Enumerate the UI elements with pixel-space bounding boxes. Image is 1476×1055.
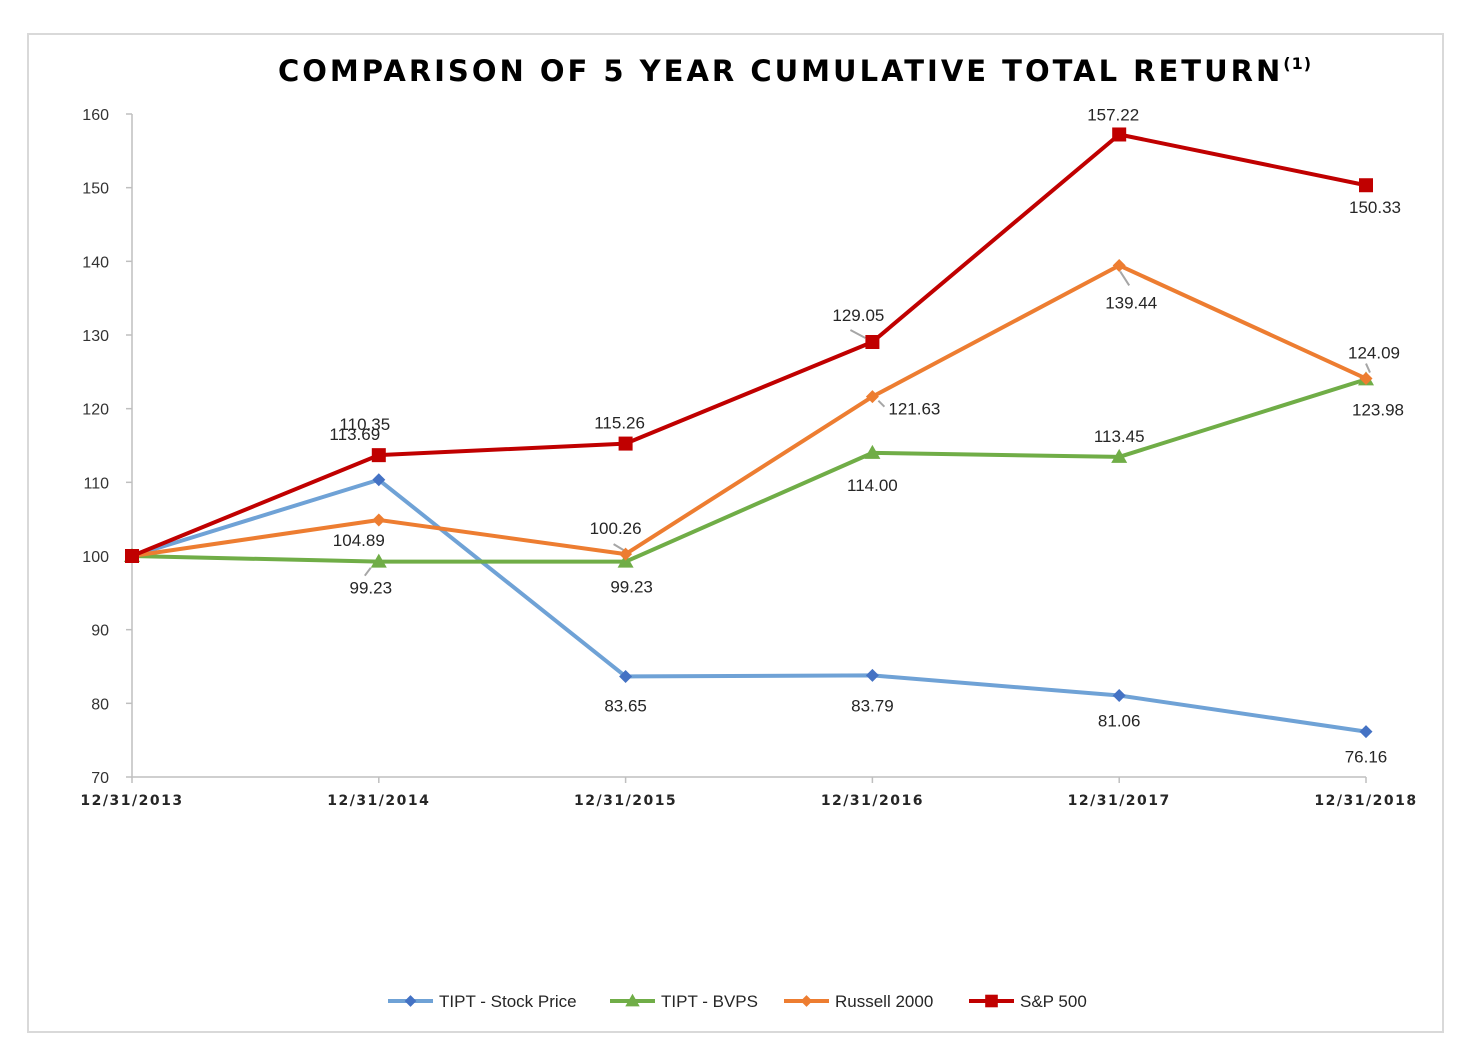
series-lines xyxy=(131,132,1367,734)
chart-title: COMPARISON OF 5 YEAR CUMULATIVE TOTAL RE… xyxy=(278,54,1312,88)
data-label-tipt-stock-price: 83.79 xyxy=(851,696,894,715)
data-point-russell-2000 xyxy=(1112,258,1126,272)
x-tick-label: 12/31/2017 xyxy=(1068,793,1171,809)
legend: TIPT - Stock Price TIPT - BVPS Russell 200… xyxy=(388,992,1087,1011)
data-label-s-p-500: 115.26 xyxy=(594,414,645,433)
data-point-tipt-bvps xyxy=(617,553,634,568)
series-line-russell-2000 xyxy=(131,263,1367,558)
legend-label: S&P 500 xyxy=(1020,992,1087,1011)
data-point-russell-2000 xyxy=(372,513,386,527)
x-tick-label: 12/31/2014 xyxy=(327,793,430,809)
data-point-tipt-stock-price xyxy=(1112,689,1126,703)
legend-item-tipt-stock-price: TIPT - Stock Price xyxy=(388,992,577,1011)
x-tick-label: 12/31/2015 xyxy=(574,793,677,809)
data-point-tipt-stock-price xyxy=(865,668,879,682)
y-tick-label: 80 xyxy=(91,696,109,713)
chart-frame xyxy=(27,33,1444,1033)
data-label-tipt-bvps: 99.23 xyxy=(350,579,393,598)
data-point-s-p-500 xyxy=(1359,178,1373,193)
data-point-s-p-500 xyxy=(618,436,633,451)
y-tick-label: 90 xyxy=(91,623,109,640)
data-point-russell-2000 xyxy=(619,547,633,561)
x-tick-label: 12/31/2016 xyxy=(821,793,924,809)
legend-label: TIPT - Stock Price xyxy=(439,992,577,1011)
data-point-tipt-stock-price xyxy=(372,473,386,487)
legend-label: TIPT - BVPS xyxy=(661,992,758,1011)
data-point-s-p-500 xyxy=(1112,127,1127,142)
data-point-russell-2000 xyxy=(865,390,879,404)
data-label-tipt-bvps: 113.45 xyxy=(1094,427,1145,446)
series-line-tipt-bvps xyxy=(131,377,1367,564)
label-leader-line xyxy=(363,567,372,577)
data-label-russell-2000: 100.26 xyxy=(590,519,642,538)
data-label-russell-2000: 124.09 xyxy=(1348,344,1400,363)
data-label-tipt-bvps: 114.00 xyxy=(847,476,898,495)
data-label-russell-2000: 139.44 xyxy=(1105,293,1157,312)
legend-item-s-p-500: S&P 500 xyxy=(969,992,1087,1011)
data-label-s-p-500: 157.22 xyxy=(1087,105,1139,124)
data-point-s-p-500 xyxy=(125,549,139,563)
data-point-s-p-500 xyxy=(371,448,386,463)
data-label-tipt-stock-price: 83.65 xyxy=(604,696,647,715)
data-point-tipt-bvps xyxy=(370,553,387,568)
data-label-tipt-stock-price: 110.35 xyxy=(339,415,390,434)
data-point-tipt-stock-price xyxy=(1359,725,1373,739)
legend-marker xyxy=(985,994,998,1008)
legend-item-tipt-bvps: TIPT - BVPS xyxy=(610,992,758,1011)
label-leader-line xyxy=(849,329,866,339)
chart-title-text: COMPARISON OF 5 YEAR CUMULATIVE TOTAL RE… xyxy=(278,54,1283,88)
data-labels: 110.35 83.65 83.79 81.06 76.16 99.23 99.23 114.… xyxy=(329,105,1404,766)
data-label-tipt-stock-price: 81.06 xyxy=(1098,712,1141,731)
data-label-s-p-500: 129.05 xyxy=(832,306,884,325)
y-tick-label: 110 xyxy=(83,475,109,492)
legend-marker xyxy=(800,995,813,1007)
legend-marker xyxy=(625,993,640,1007)
data-label-russell-2000: 104.89 xyxy=(333,531,385,550)
axes: 70 80 90 100 110 120 130 140 150 160 12/31/2013 12/… xyxy=(80,107,1417,809)
data-label-s-p-500: 150.33 xyxy=(1349,198,1401,217)
label-leader-line xyxy=(1365,363,1371,373)
series-markers xyxy=(124,127,1374,739)
x-tick-label: 12/31/2013 xyxy=(80,793,183,809)
data-point-tipt-bvps xyxy=(1111,448,1128,463)
y-tick-label: 140 xyxy=(82,254,109,271)
series-line-s-p-500 xyxy=(131,132,1367,558)
data-label-tipt-bvps: 123.98 xyxy=(1352,400,1404,419)
legend-marker xyxy=(404,995,417,1007)
data-point-tipt-bvps xyxy=(864,444,881,459)
label-leader-line xyxy=(1119,270,1131,286)
y-tick-label: 120 xyxy=(82,402,109,419)
label-leader-line xyxy=(877,399,886,408)
y-tick-label: 70 xyxy=(91,770,109,787)
data-label-tipt-bvps: 99.23 xyxy=(610,578,653,597)
data-label-tipt-stock-price: 76.16 xyxy=(1345,748,1388,767)
x-tick-label: 12/31/2018 xyxy=(1314,793,1417,809)
chart-title-superscript: (1) xyxy=(1283,54,1312,73)
y-tick-label: 130 xyxy=(82,328,109,345)
data-label-russell-2000: 121.63 xyxy=(888,400,940,419)
label-leader-line xyxy=(613,543,625,551)
legend-label: Russell 2000 xyxy=(835,992,933,1011)
legend-item-russell-2000: Russell 2000 xyxy=(784,992,933,1011)
y-tick-label: 160 xyxy=(82,107,109,124)
data-point-russell-2000 xyxy=(1359,372,1373,386)
data-point-s-p-500 xyxy=(865,334,880,349)
y-tick-label: 100 xyxy=(82,549,109,566)
label-leader-lines xyxy=(363,270,1371,577)
data-point-tipt-stock-price xyxy=(619,669,633,683)
y-tick-label: 150 xyxy=(82,181,109,198)
data-label-s-p-500: 113.69 xyxy=(329,425,380,444)
series-line-tipt-stock-price xyxy=(131,477,1367,734)
